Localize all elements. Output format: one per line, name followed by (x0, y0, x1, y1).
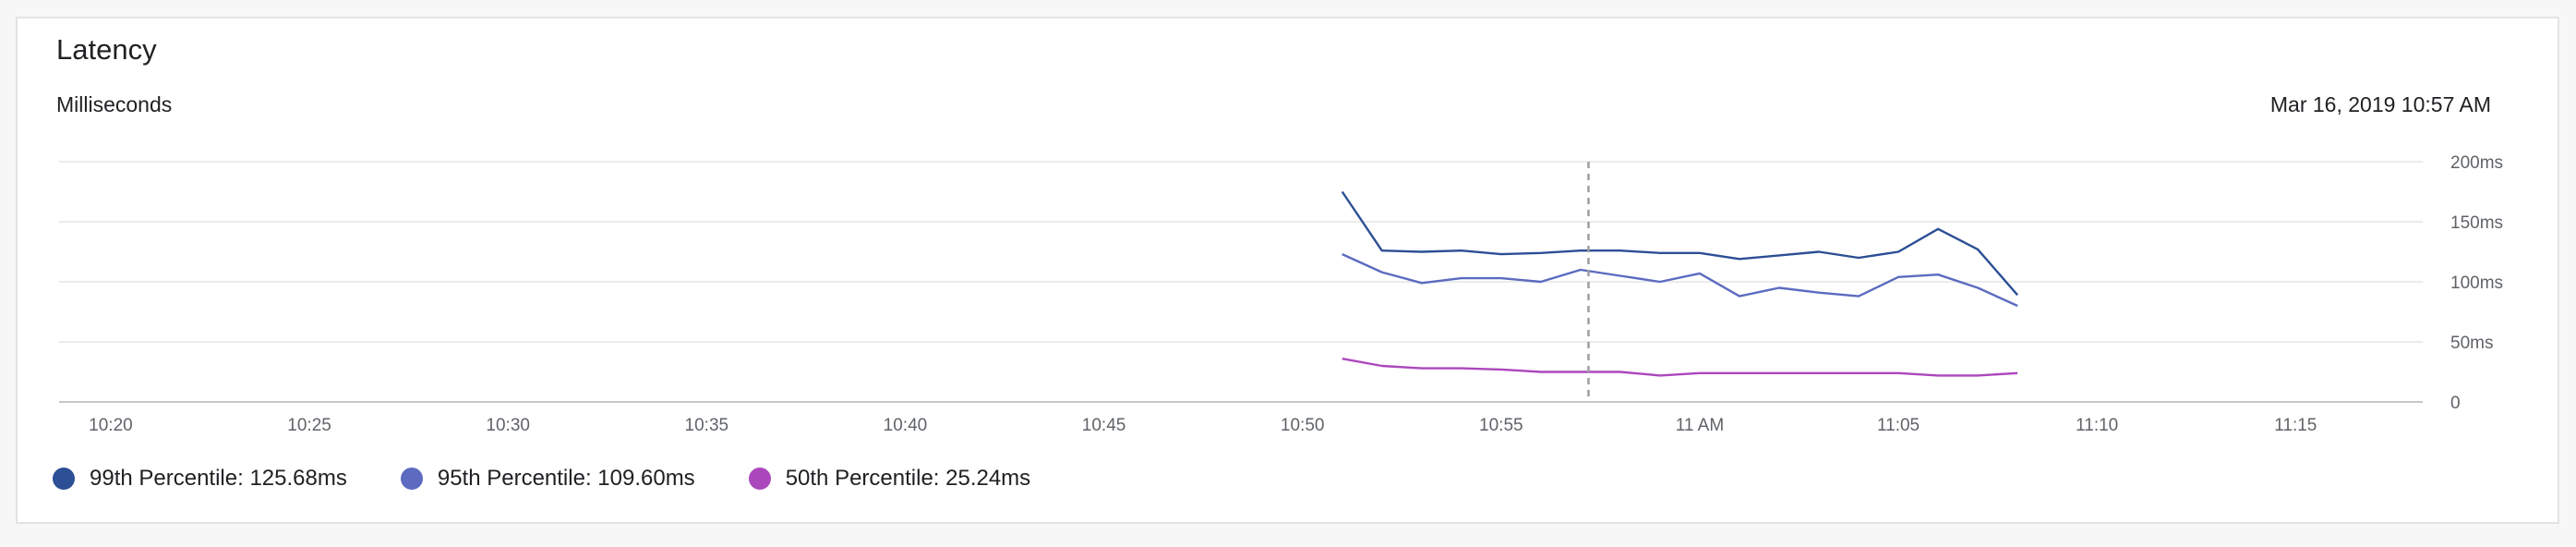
x-tick-label: 10:40 (884, 416, 928, 435)
x-tick-label: 10:45 (1082, 416, 1126, 435)
y-tick-label: 0 (2450, 394, 2461, 413)
legend-item-p99[interactable]: 99th Percentile: 125.68ms (53, 466, 347, 492)
legend-dot-p95 (400, 468, 423, 490)
y-tick-label: 150ms (2450, 213, 2503, 233)
grid-layer (59, 161, 2423, 403)
legend-label-p50: 50th Percentile: 25.24ms (785, 466, 1031, 491)
legend-dot-p99 (53, 468, 75, 490)
series-layer (1341, 190, 2019, 377)
axis-layer: 0 50ms 100ms 150ms 200ms 10:20 10:25 10:30 10:35… (89, 153, 2503, 435)
series-line (1342, 253, 2018, 308)
x-tick-label: 10:35 (685, 416, 729, 435)
x-tick-label: 10:25 (287, 416, 331, 435)
series-line (1342, 358, 2018, 377)
legend-dot-p50 (748, 468, 771, 490)
x-tick-label: 10:20 (89, 416, 133, 435)
legend-label-p99: 99th Percentile: 125.68ms (90, 466, 347, 491)
legend: 99th Percentile: 125.68ms 95th Percentil… (53, 466, 1084, 492)
y-tick-label: 100ms (2450, 274, 2503, 293)
x-tick-label: 11:05 (1877, 416, 1920, 435)
card-title: Latency (56, 33, 157, 66)
cursor-timestamp: Mar 16, 2019 10:57 AM (2269, 92, 2491, 116)
legend-item-p50[interactable]: 50th Percentile: 25.24ms (748, 466, 1031, 492)
y-tick-label: 50ms (2450, 334, 2493, 353)
x-tick-label: 11 AM (1676, 416, 1724, 435)
x-tick-label: 10:50 (1281, 416, 1325, 435)
x-tick-label: 11:15 (2274, 416, 2317, 435)
series-line (1341, 190, 2019, 297)
latency-chart[interactable]: 0 50ms 100ms 150ms 200ms 10:20 10:25 10:30 10:35… (18, 18, 2561, 453)
x-tick-label: 11:10 (2076, 416, 2118, 435)
legend-item-p95[interactable]: 95th Percentile: 109.60ms (400, 466, 695, 492)
unit-label: Milliseconds (56, 92, 173, 116)
x-tick-label: 10:30 (486, 416, 530, 435)
x-tick-label: 10:55 (1479, 416, 1523, 435)
y-tick-label: 200ms (2450, 153, 2503, 173)
legend-label-p95: 95th Percentile: 109.60ms (437, 466, 695, 491)
latency-card: Latency Milliseconds Mar 16, 2019 10:57 … (16, 17, 2559, 524)
